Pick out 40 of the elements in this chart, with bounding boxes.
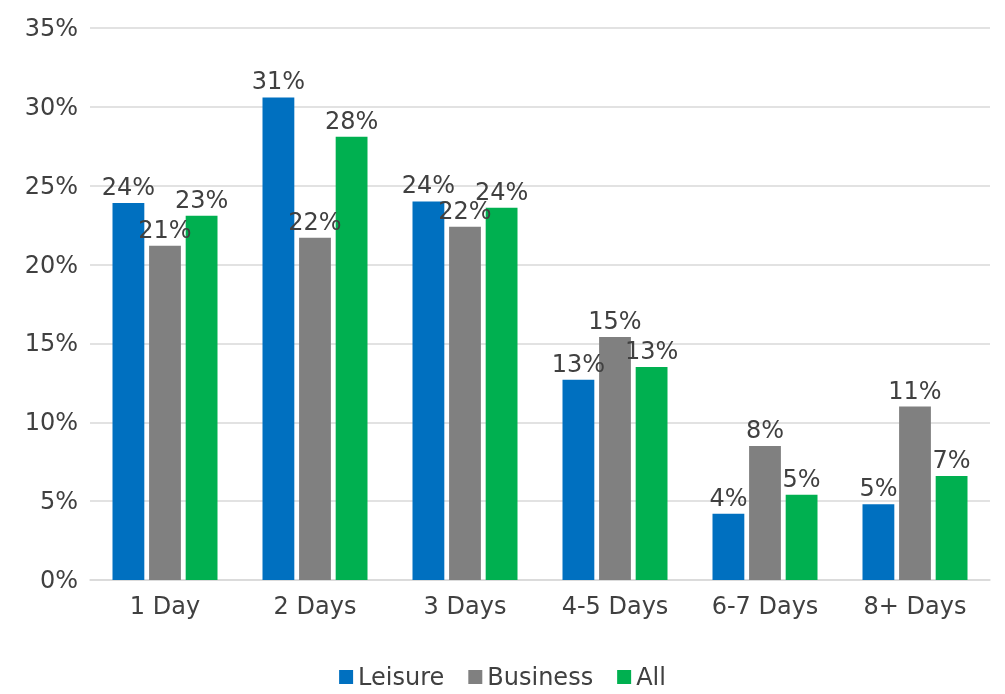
data-label: 5% — [859, 474, 898, 503]
data-label: 15% — [588, 307, 642, 336]
legend-label: All — [636, 663, 666, 691]
legend-label: Business — [487, 663, 594, 691]
bar — [299, 237, 331, 580]
bar — [149, 245, 181, 580]
bar — [899, 406, 931, 580]
y-tick-label: 15% — [24, 329, 78, 358]
data-label: 11% — [888, 376, 942, 405]
data-label: 23% — [174, 185, 229, 214]
data-label: 7% — [932, 445, 971, 474]
x-tick-label: 6-7 Days — [711, 592, 819, 620]
bar — [749, 445, 781, 580]
bar — [562, 379, 595, 580]
x-tick-label: 3 Days — [423, 592, 507, 620]
y-tick-label: 10% — [24, 408, 78, 437]
x-tick-label: 8+ Days — [863, 592, 967, 620]
bar — [935, 475, 968, 580]
legend-label: Leisure — [358, 663, 445, 691]
data-label: 5% — [782, 464, 821, 493]
data-label: 24% — [101, 173, 156, 202]
y-tick-label: 5% — [39, 487, 78, 516]
bar — [449, 226, 481, 580]
y-tick-label: 25% — [24, 171, 78, 200]
data-label: 28% — [324, 106, 379, 135]
data-label: 31% — [251, 67, 306, 96]
data-label: 8% — [745, 415, 785, 444]
y-tick-label: 30% — [24, 92, 78, 121]
bar — [712, 513, 745, 580]
x-tick-label: 1 Day — [129, 592, 201, 620]
bar — [635, 367, 668, 580]
data-label: 24% — [401, 171, 456, 200]
bar — [862, 504, 895, 580]
data-label: 4% — [709, 483, 748, 512]
x-tick-label: 2 Days — [273, 592, 357, 620]
bar — [785, 494, 818, 580]
y-tick-label: 0% — [39, 566, 78, 594]
y-tick-label: 20% — [24, 250, 78, 279]
y-tick-label: 35% — [24, 14, 78, 42]
x-tick-label: 4-5 Days — [561, 592, 669, 620]
